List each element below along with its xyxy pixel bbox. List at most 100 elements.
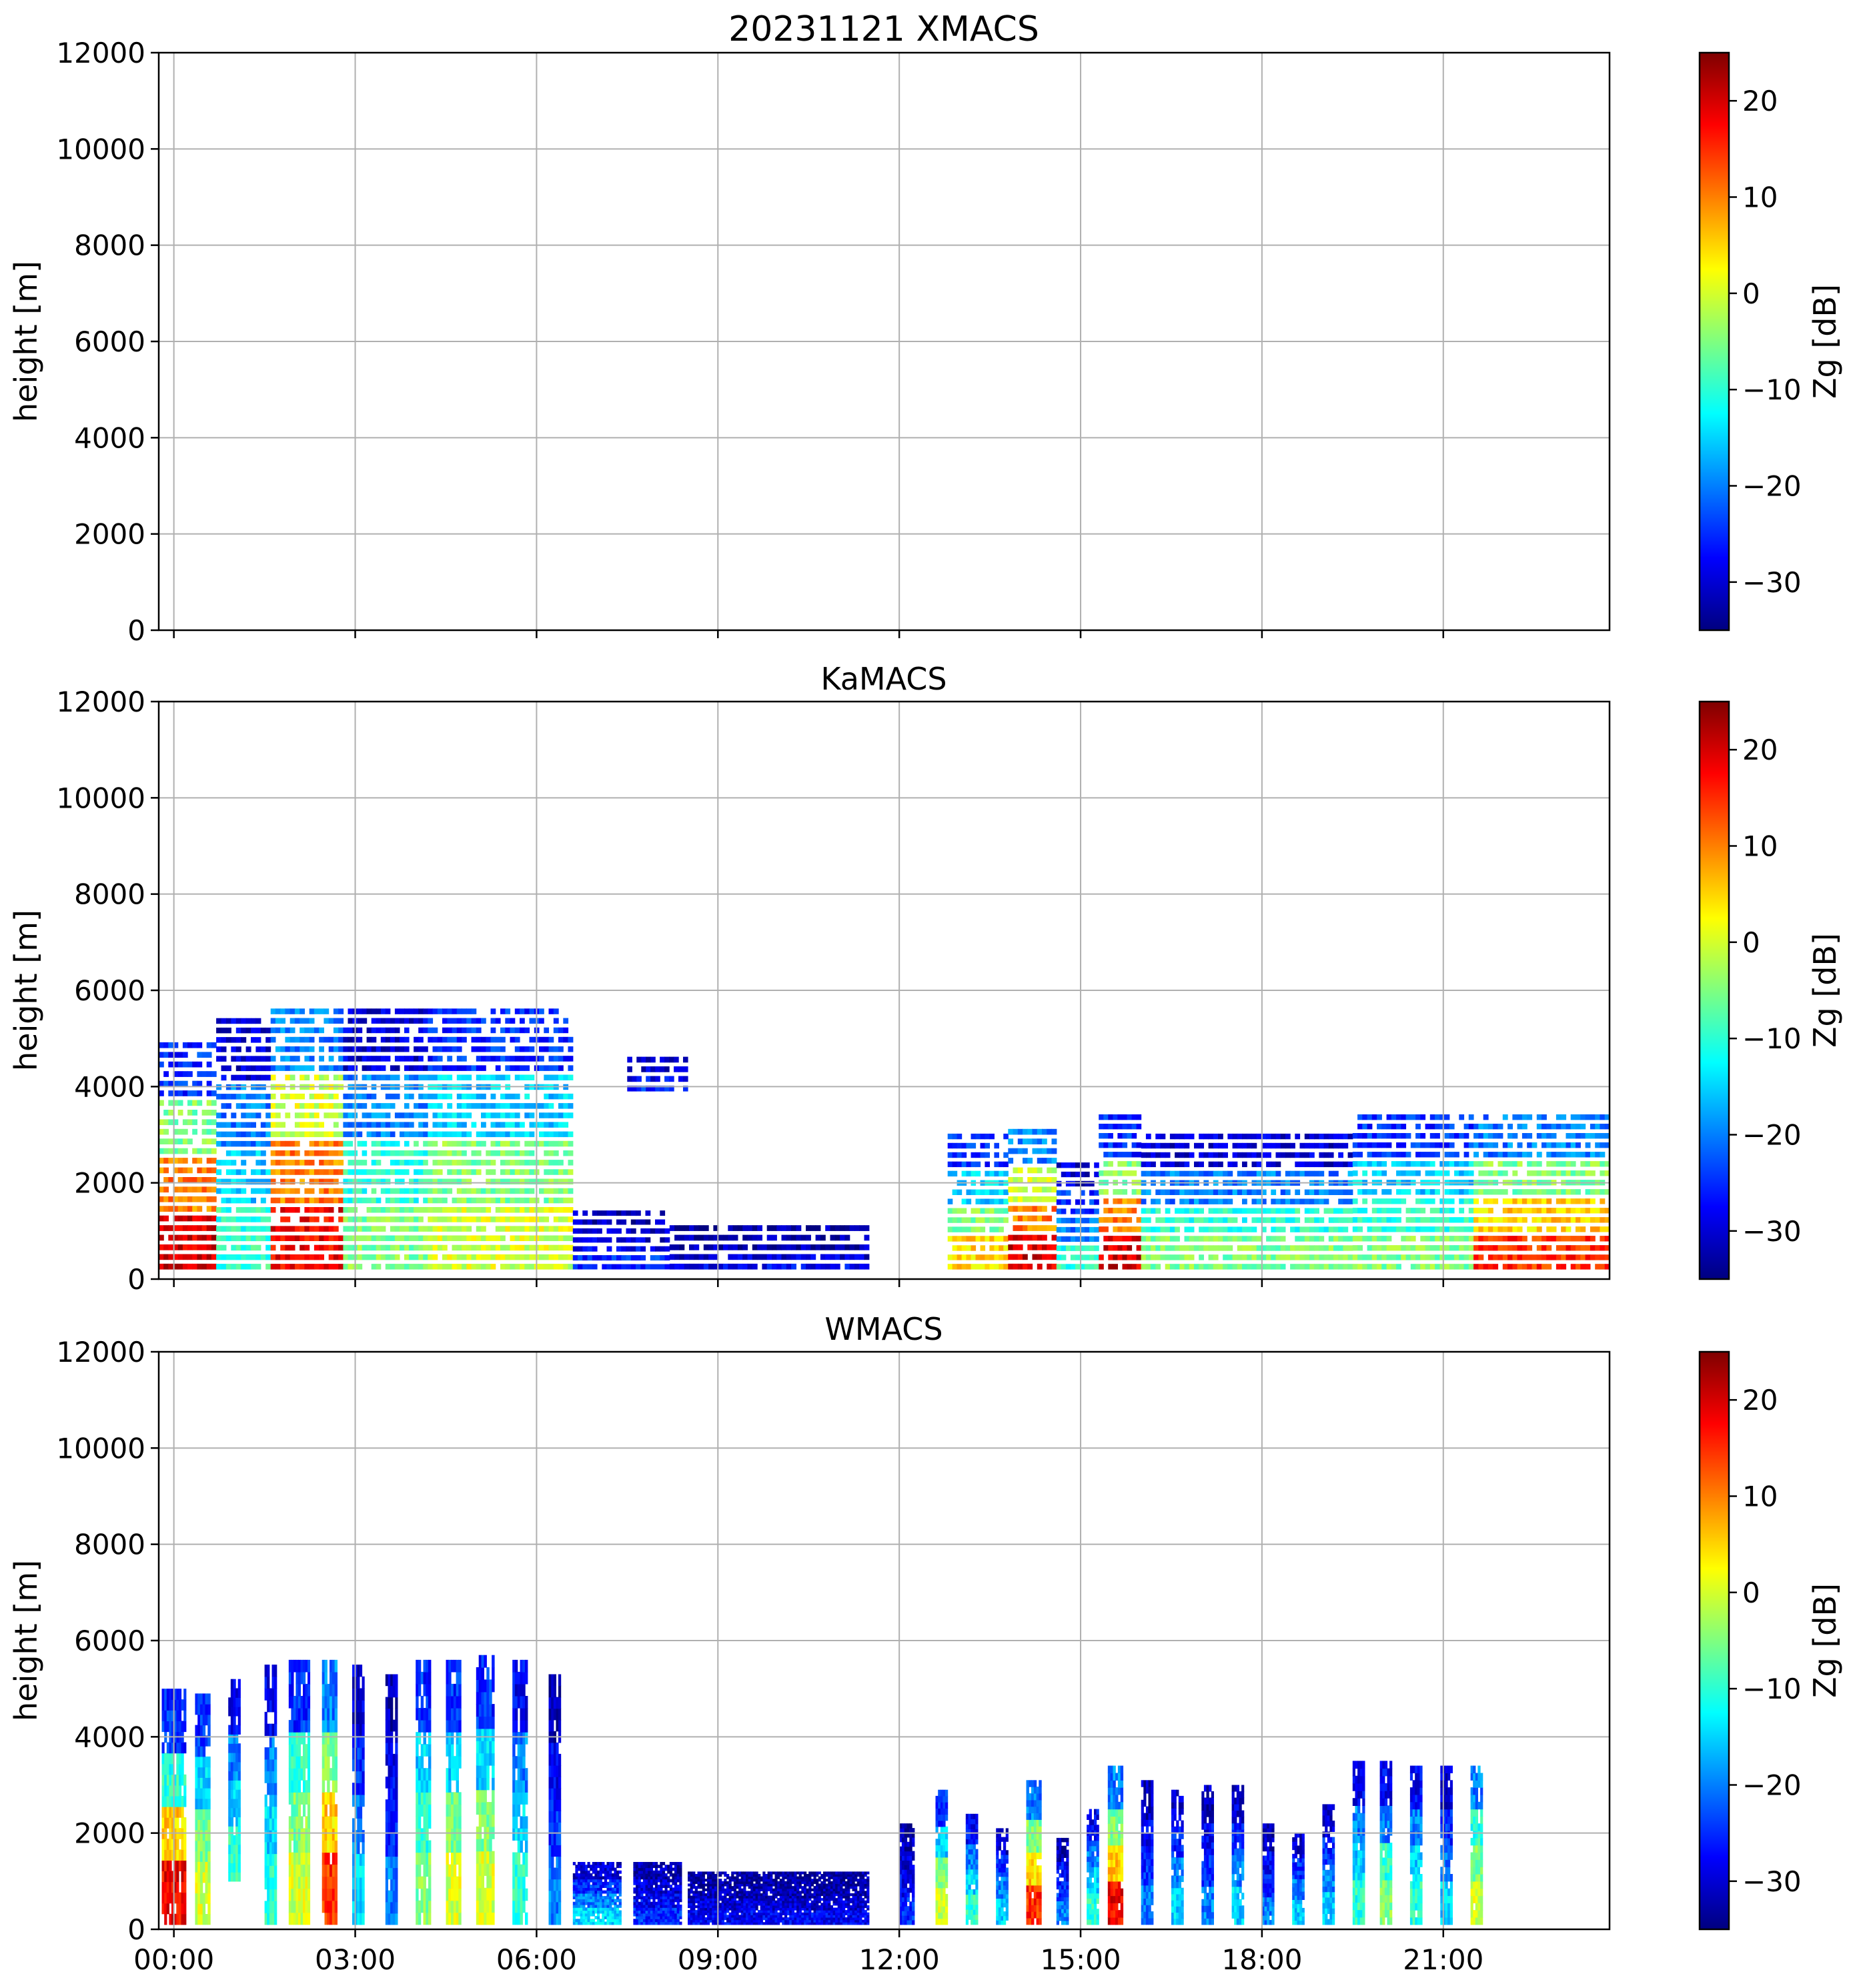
x-tick-label: 15:00	[1041, 1943, 1121, 1976]
y-tick-label: 0	[127, 1263, 145, 1296]
colorbar: −30 −20 −10 0 10 20 Zg [dB]	[1698, 1350, 1843, 1931]
echo-cell	[264, 1665, 277, 1925]
colorbar-gradient	[1698, 51, 1730, 632]
echo-cell	[1107, 1765, 1124, 1925]
panel-wmacs: 0 2000 4000 6000 8000 10000 12000 00:00 03:00 06:…	[8, 1311, 1843, 1976]
y-tick-label: 0	[127, 614, 145, 647]
echo-cell	[352, 1665, 365, 1925]
colorbar-tick-label: −10	[1742, 1673, 1802, 1705]
colorbar-tick-label: 0	[1742, 926, 1760, 959]
echo-layer	[161, 1655, 1483, 1925]
echo-cell	[1292, 1833, 1305, 1925]
colorbar-gradient	[1698, 700, 1730, 1280]
y-axis-label: height [m]	[8, 261, 44, 422]
x-tick-label: 06:00	[496, 1943, 577, 1976]
echo-cell	[965, 1813, 979, 1925]
colorbar-label: Zg [dB]	[1807, 284, 1843, 399]
echo-cell	[1099, 1114, 1142, 1270]
echo-cell	[1231, 1785, 1245, 1925]
y-tick-label: 6000	[74, 1625, 145, 1657]
colorbar-gradient	[1698, 1350, 1730, 1931]
echo-cell	[385, 1674, 398, 1925]
echo-cell	[1440, 1765, 1453, 1925]
echo-cell	[446, 1659, 462, 1925]
echo-cell	[1409, 1765, 1423, 1925]
colorbar-tick-label: −20	[1742, 1769, 1802, 1802]
echo-cell	[159, 1042, 217, 1270]
colorbar-tick-label: 10	[1742, 181, 1778, 214]
echo-cell	[476, 1655, 495, 1925]
colorbar: −30 −20 −10 0 10 20 Zg [dB]	[1698, 700, 1843, 1280]
echo-cell	[1008, 1128, 1057, 1270]
echo-cell	[1056, 1162, 1099, 1270]
echo-cell	[161, 1689, 187, 1925]
echo-cell	[216, 1018, 271, 1270]
echo-cell	[1261, 1823, 1275, 1925]
echo-cell	[548, 1674, 562, 1925]
echo-cell	[270, 1008, 344, 1270]
echo-cell	[1141, 1780, 1154, 1925]
colorbar-label: Zg [dB]	[1807, 933, 1843, 1048]
echo-cell	[899, 1823, 915, 1925]
colorbar-tick-label: 20	[1742, 85, 1778, 117]
echo-cell	[1171, 1789, 1184, 1925]
echo-cell	[1470, 1765, 1483, 1925]
echo-cell	[627, 1056, 688, 1092]
y-tick-label: 4000	[74, 421, 145, 454]
y-tick-label: 8000	[74, 1529, 145, 1561]
echo-cell	[343, 1008, 428, 1270]
y-tick-label: 10000	[56, 1432, 145, 1464]
echo-cell	[1026, 1780, 1042, 1925]
y-axis-label: height [m]	[8, 910, 44, 1071]
y-tick-label: 12000	[56, 686, 145, 718]
echo-cell	[935, 1789, 949, 1925]
x-tick-label: 09:00	[678, 1943, 758, 1976]
colorbar-tick-label: 10	[1742, 830, 1778, 863]
echo-cell	[322, 1659, 338, 1925]
y-tick-label: 10000	[56, 133, 145, 165]
y-tick-label: 8000	[74, 878, 145, 911]
y-tick-label: 10000	[56, 782, 145, 814]
colorbar: −30 −20 −10 0 10 20 Zg [dB]	[1698, 51, 1843, 632]
echo-cell	[1473, 1114, 1610, 1270]
y-tick-label: 0	[127, 1913, 145, 1946]
colorbar-tick-label: −20	[1742, 1119, 1802, 1152]
y-tick-label: 8000	[74, 229, 145, 262]
echo-cell	[669, 1225, 870, 1270]
echo-cell	[1379, 1761, 1393, 1925]
y-axis-label: height [m]	[8, 1560, 44, 1721]
echo-cell	[947, 1133, 1009, 1270]
x-tick-label: 00:00	[133, 1943, 214, 1976]
echo-cell	[195, 1693, 211, 1925]
echo-cell	[1087, 1809, 1099, 1925]
x-tick-label: 03:00	[315, 1943, 396, 1976]
x-tick-label: 21:00	[1403, 1943, 1483, 1976]
colorbar-tick-label: 10	[1742, 1480, 1778, 1513]
colorbar-tick-label: 20	[1742, 1384, 1778, 1416]
echo-cell	[228, 1679, 241, 1882]
colorbar-label: Zg [dB]	[1807, 1583, 1843, 1698]
y-tick-label: 4000	[74, 1721, 145, 1753]
echo-cell	[416, 1659, 432, 1925]
colorbar-tick-label: −10	[1742, 1022, 1802, 1055]
y-tick-label: 6000	[74, 974, 145, 1007]
colorbar-tick-label: −30	[1742, 566, 1802, 599]
y-tick-label: 4000	[74, 1070, 145, 1103]
panel-kamacs: 0 2000 4000 6000 8000 10000 12000 KaMACS height …	[8, 661, 1843, 1296]
panel-title: KaMACS	[820, 661, 947, 697]
colorbar-tick-label: −10	[1742, 373, 1802, 406]
colorbar-tick-label: −20	[1742, 470, 1802, 503]
x-tick-label: 12:00	[859, 1943, 940, 1976]
echo-cell	[1322, 1804, 1335, 1925]
colorbar-tick-label: −30	[1742, 1865, 1802, 1898]
echo-cell	[572, 1210, 670, 1270]
panel-title: WMACS	[824, 1311, 943, 1347]
echo-cell	[633, 1862, 682, 1925]
colorbar-tick-label: 0	[1742, 1577, 1760, 1609]
echo-cell	[1056, 1837, 1069, 1925]
echo-layer	[159, 1008, 1610, 1270]
colorbar-tick-label: 20	[1742, 734, 1778, 766]
colorbar-tick-label: −30	[1742, 1215, 1802, 1248]
y-tick-label: 2000	[74, 518, 145, 551]
